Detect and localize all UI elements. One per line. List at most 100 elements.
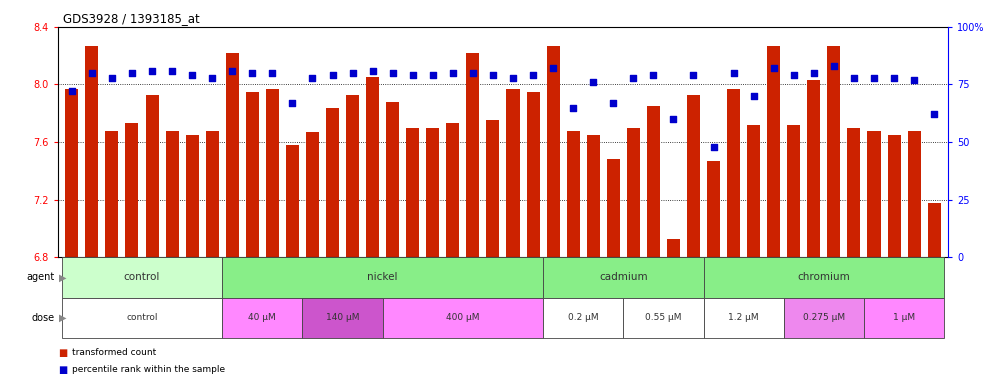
Bar bbox=[527, 92, 540, 257]
Text: 140 μM: 140 μM bbox=[326, 313, 360, 322]
Point bbox=[84, 70, 100, 76]
Point bbox=[485, 72, 501, 78]
Bar bbox=[382, 298, 543, 338]
Bar bbox=[486, 121, 499, 257]
Bar bbox=[808, 80, 821, 257]
Text: ▶: ▶ bbox=[59, 313, 67, 323]
Point bbox=[846, 74, 862, 81]
Text: 0.275 μM: 0.275 μM bbox=[803, 313, 845, 322]
Point bbox=[345, 70, 361, 76]
Text: 0.55 μM: 0.55 μM bbox=[645, 313, 681, 322]
Text: ▶: ▶ bbox=[59, 272, 67, 283]
Bar bbox=[703, 257, 944, 298]
Point bbox=[325, 72, 341, 78]
Point bbox=[866, 74, 882, 81]
Point bbox=[505, 74, 521, 81]
Point bbox=[926, 111, 942, 118]
Bar bbox=[507, 89, 520, 257]
Point bbox=[144, 68, 160, 74]
Bar bbox=[222, 298, 303, 338]
Bar bbox=[868, 131, 880, 257]
Bar bbox=[703, 298, 784, 338]
Bar bbox=[185, 135, 198, 257]
Bar bbox=[607, 159, 620, 257]
Bar bbox=[543, 298, 623, 338]
Text: agent: agent bbox=[27, 272, 55, 283]
Text: 400 μM: 400 μM bbox=[446, 313, 480, 322]
Point bbox=[244, 70, 260, 76]
Bar bbox=[346, 94, 360, 257]
Bar bbox=[543, 257, 703, 298]
Point bbox=[806, 70, 822, 76]
Bar bbox=[623, 298, 703, 338]
Bar bbox=[828, 46, 841, 257]
Bar bbox=[406, 127, 419, 257]
Bar bbox=[864, 298, 944, 338]
Text: dose: dose bbox=[32, 313, 55, 323]
Bar bbox=[547, 46, 560, 257]
Point bbox=[305, 74, 321, 81]
Point bbox=[224, 68, 240, 74]
Bar bbox=[306, 132, 319, 257]
Point bbox=[365, 68, 380, 74]
Text: 40 μM: 40 μM bbox=[248, 313, 276, 322]
Bar bbox=[62, 257, 222, 298]
Bar bbox=[887, 135, 900, 257]
Bar bbox=[106, 131, 119, 257]
Point bbox=[204, 74, 220, 81]
Point bbox=[104, 74, 120, 81]
Bar bbox=[86, 46, 99, 257]
Bar bbox=[466, 53, 479, 257]
Text: control: control bbox=[124, 272, 160, 283]
Text: ■: ■ bbox=[58, 348, 67, 358]
Text: ■: ■ bbox=[58, 364, 67, 375]
Point bbox=[384, 70, 400, 76]
Point bbox=[264, 70, 280, 76]
Point bbox=[906, 77, 922, 83]
Point bbox=[665, 116, 681, 122]
Bar bbox=[286, 145, 299, 257]
Bar bbox=[386, 102, 399, 257]
Text: GDS3928 / 1393185_at: GDS3928 / 1393185_at bbox=[63, 12, 199, 25]
Bar bbox=[222, 257, 543, 298]
Point bbox=[545, 65, 561, 71]
Text: cadmium: cadmium bbox=[599, 272, 647, 283]
Point bbox=[705, 144, 721, 150]
Bar bbox=[687, 94, 700, 257]
Point bbox=[184, 72, 200, 78]
Bar bbox=[567, 131, 580, 257]
Point bbox=[645, 72, 661, 78]
Text: percentile rank within the sample: percentile rank within the sample bbox=[72, 365, 225, 374]
Text: chromium: chromium bbox=[798, 272, 851, 283]
Bar bbox=[226, 53, 239, 257]
Bar bbox=[426, 127, 439, 257]
Bar bbox=[266, 89, 279, 257]
Point bbox=[826, 63, 842, 69]
Bar bbox=[727, 89, 740, 257]
Point bbox=[445, 70, 461, 76]
Text: transformed count: transformed count bbox=[72, 348, 156, 357]
Point bbox=[525, 72, 541, 78]
Point bbox=[404, 72, 420, 78]
Bar bbox=[367, 77, 379, 257]
Text: 0.2 μM: 0.2 μM bbox=[568, 313, 599, 322]
Bar bbox=[667, 238, 680, 257]
Point bbox=[465, 70, 481, 76]
Bar bbox=[587, 135, 600, 257]
Bar bbox=[747, 125, 760, 257]
Point bbox=[586, 79, 602, 85]
Bar bbox=[145, 94, 158, 257]
Point bbox=[425, 72, 441, 78]
Bar bbox=[848, 127, 861, 257]
Text: 1 μM: 1 μM bbox=[893, 313, 915, 322]
Bar bbox=[205, 131, 219, 257]
Point bbox=[606, 100, 622, 106]
Bar bbox=[246, 92, 259, 257]
Bar bbox=[927, 202, 940, 257]
Text: 1.2 μM: 1.2 μM bbox=[728, 313, 759, 322]
Point bbox=[164, 68, 180, 74]
Point bbox=[766, 65, 782, 71]
Bar bbox=[446, 123, 459, 257]
Point bbox=[746, 93, 762, 99]
Point bbox=[726, 70, 742, 76]
